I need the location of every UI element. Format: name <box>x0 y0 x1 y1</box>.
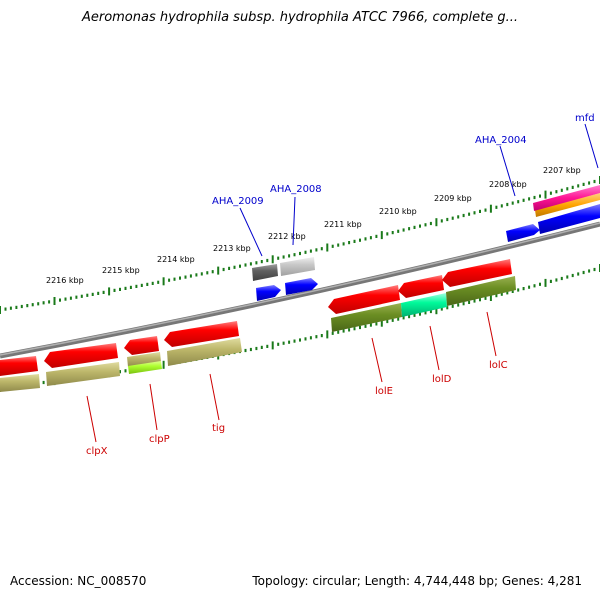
gene-lole-olive-bar[interactable] <box>331 303 402 332</box>
chromosome-backbone <box>0 221 600 359</box>
gene-aha-2009-arrow[interactable] <box>256 285 281 301</box>
leader-line-aha-2009 <box>239 207 263 257</box>
scale-label-2212: 2212 kbp <box>268 232 306 241</box>
gene-clpp-red-arrow[interactable] <box>124 336 159 355</box>
leader-line-tig <box>209 373 220 421</box>
leader-line-clpp <box>149 383 158 431</box>
map-title: Aeromonas hydrophila subsp. hydrophila A… <box>81 10 519 25</box>
leader-line-clpx <box>86 395 97 443</box>
upper-scale-ring <box>0 176 600 314</box>
gene-aha-2008-bar[interactable] <box>280 257 315 276</box>
reverse-label-lines <box>86 311 497 443</box>
gene-label-clpx[interactable]: clpX <box>86 446 108 457</box>
gene-label-aha-2009[interactable]: AHA_2009 <box>212 196 264 207</box>
scale-label-2216: 2216 kbp <box>46 276 84 285</box>
scale-label-2208: 2208 kbp <box>489 180 527 189</box>
accession-text: Accession: NC_008570 <box>10 574 147 588</box>
leader-line-aha-2004 <box>499 145 516 197</box>
leader-line-mfd <box>584 123 599 169</box>
gene-label-tig[interactable]: tig <box>212 423 225 434</box>
topology-text: Topology: circular; Length: 4,744,448 bp… <box>252 574 582 588</box>
scale-label-2215: 2215 kbp <box>102 266 140 275</box>
scale-label-2207: 2207 kbp <box>543 166 581 175</box>
gene-tig-red-arrow[interactable] <box>164 321 239 347</box>
gene-label-lold[interactable]: lolD <box>432 374 452 385</box>
gene-lold-red-arrow[interactable] <box>398 275 444 298</box>
gene-mfd-blue-arrow[interactable] <box>538 204 600 234</box>
gene-lolc-olive-bar[interactable] <box>446 276 516 306</box>
chromosome-backbone-highlight <box>0 222 600 356</box>
forward-label-lines <box>239 123 599 257</box>
reverse-strand-genes <box>0 259 516 392</box>
gene-label-lole[interactable]: lolE <box>375 386 393 397</box>
leader-line-lole <box>371 337 383 383</box>
gene-lole-red-arrow[interactable] <box>328 285 400 314</box>
gene-clpx-khaki-bar[interactable] <box>46 362 120 386</box>
scale-label-2214: 2214 kbp <box>157 255 195 264</box>
leader-line-lold <box>429 325 440 371</box>
gene-lold-teal-bar[interactable] <box>401 293 447 317</box>
gene-clpp-greenyellow-bar[interactable] <box>128 361 162 374</box>
gene-aha-2004-arrow[interactable] <box>506 224 540 242</box>
forward-strand-genes <box>252 185 600 301</box>
gene-label-mfd[interactable]: mfd <box>575 113 595 124</box>
gene-lolc-red-arrow[interactable] <box>442 259 512 287</box>
gene-tig-khaki-bar[interactable] <box>167 338 242 366</box>
gene-left-red-arrow[interactable] <box>0 356 38 376</box>
scale-label-2213: 2213 kbp <box>213 244 251 253</box>
gene-mfd-magenta-bar[interactable] <box>533 185 600 211</box>
gene-label-clpp[interactable]: clpP <box>149 434 170 445</box>
leader-line-aha-2008 <box>292 196 296 246</box>
leader-line-lolc <box>486 311 497 357</box>
gene-label-aha-2008[interactable]: AHA_2008 <box>270 184 322 195</box>
gene-clpx-red-arrow[interactable] <box>44 343 118 368</box>
scale-label-2209: 2209 kbp <box>434 194 472 203</box>
scale-label-2210: 2210 kbp <box>379 207 417 216</box>
scale-label-2211: 2211 kbp <box>324 220 362 229</box>
gene-aha-2008-arrow[interactable] <box>285 278 318 295</box>
gene-mfd-orange-bar[interactable] <box>535 193 600 217</box>
gene-label-lolc[interactable]: lolC <box>489 360 508 371</box>
gene-left-khaki-bar[interactable] <box>0 374 40 392</box>
gene-label-aha-2004[interactable]: AHA_2004 <box>475 135 527 146</box>
gene-aha-2009-bar[interactable] <box>252 264 278 281</box>
